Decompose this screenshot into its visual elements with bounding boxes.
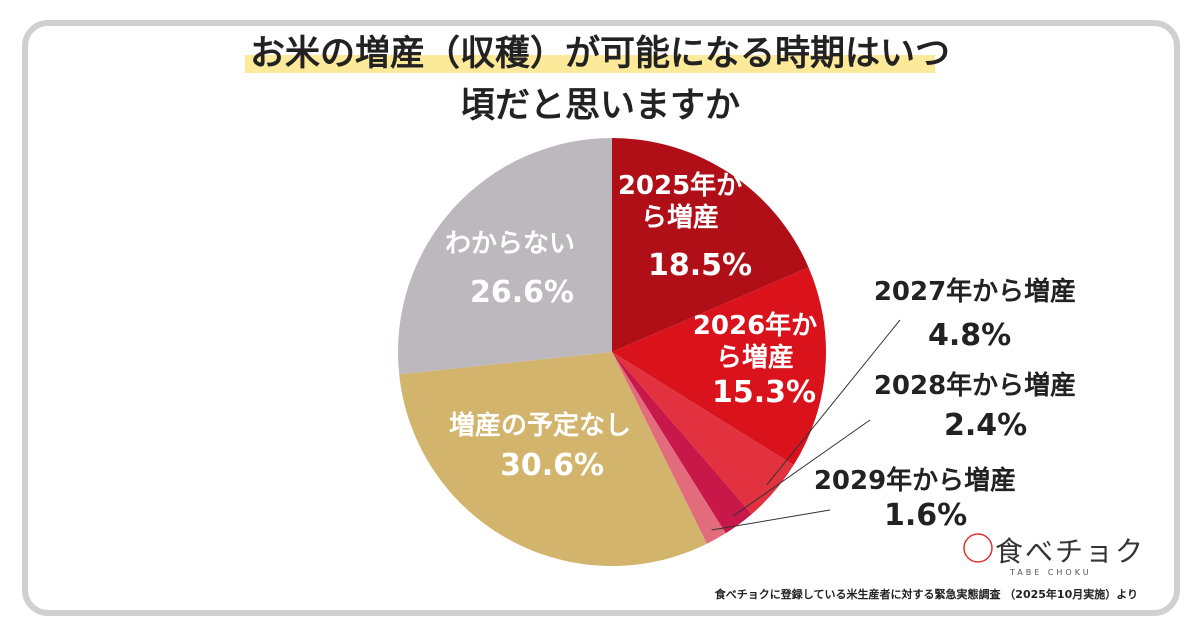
leader-line — [732, 419, 871, 517]
pie-slice — [612, 352, 752, 534]
logo-mark — [963, 533, 993, 563]
pie-slice — [612, 138, 809, 352]
slice-label: 2029年から増産 — [813, 466, 1017, 496]
source: 食べチョクに登録している米生産者に対する緊急実態調査 （2025年10月実施）よ… — [714, 588, 1138, 601]
logo: 食べチョク — [995, 535, 1146, 568]
value-label: 1.6% — [884, 498, 968, 533]
leader-line — [766, 319, 901, 486]
pie-slice — [612, 352, 794, 515]
pie-slice — [397, 138, 612, 375]
chart-title: お米の増産（収穫）が可能になる時期はいつ頃だと思いますか — [250, 34, 951, 126]
slice-label: 2027年から増産 — [873, 277, 1077, 307]
pie-slice — [612, 267, 826, 466]
title-highlight — [245, 55, 935, 73]
value-label: 30.6% — [500, 448, 605, 483]
slice-label: 2026年から増産 — [692, 311, 818, 373]
logo-sub: TABE CHOKU — [1010, 568, 1092, 577]
value-label: 15.3% — [712, 375, 817, 410]
leader-line — [711, 509, 831, 531]
slice-label: わからない — [444, 229, 575, 259]
value-label: 26.6% — [470, 275, 575, 310]
slice-label: 増産の予定なし — [448, 411, 631, 441]
value-label: 18.5% — [648, 248, 753, 283]
value-label: 4.8% — [928, 318, 1012, 353]
pie-slice — [612, 352, 726, 544]
value-label: 2.4% — [944, 408, 1028, 443]
pie-slice — [399, 352, 707, 566]
slice-label: 2025年から増産 — [617, 171, 743, 233]
slice-label: 2028年から増産 — [873, 371, 1077, 401]
